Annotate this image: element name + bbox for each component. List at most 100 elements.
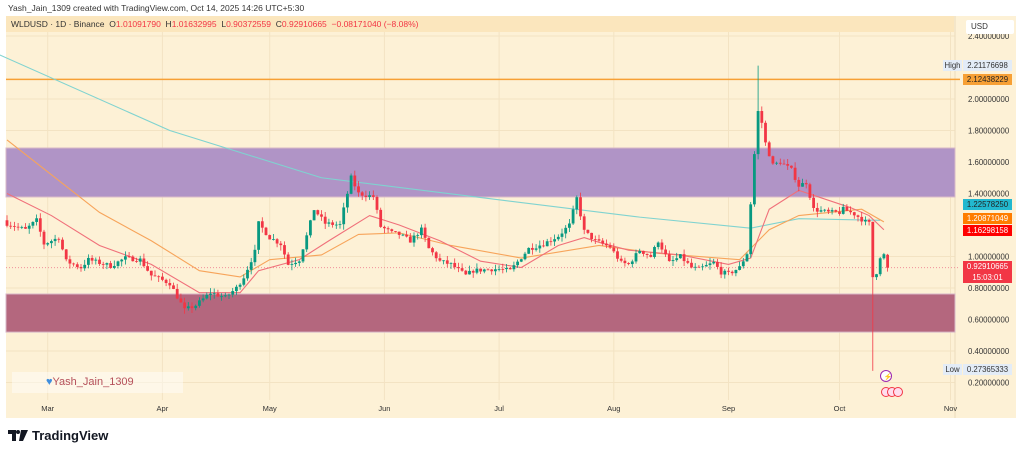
candle-body	[815, 207, 819, 212]
candle-body	[479, 268, 482, 272]
candle-body	[701, 266, 704, 268]
event-icons[interactable]: ⚡	[880, 370, 903, 397]
candle-body	[105, 263, 109, 265]
candle-body	[608, 245, 612, 248]
candle-body	[871, 221, 875, 278]
candle-body	[579, 197, 582, 217]
price-tick-label: 1.80000000	[968, 127, 1010, 136]
candle-body	[272, 239, 275, 241]
candle-body	[423, 227, 427, 238]
candle-body	[275, 239, 279, 244]
candle-body	[849, 210, 852, 213]
currency-selector[interactable]: USD	[966, 20, 1014, 34]
candle-body	[394, 231, 397, 232]
candle-body	[808, 184, 812, 198]
candle-body	[616, 251, 619, 259]
candle-body	[338, 224, 342, 226]
candle-body	[804, 183, 808, 185]
candle-body	[512, 265, 516, 270]
candle-body	[27, 225, 31, 229]
price-tick-label: 0.40000000	[968, 347, 1010, 356]
candle-body	[852, 212, 856, 216]
legend-bar: WLDUSD · 1D · Binance O1.01091790 H1.016…	[6, 16, 954, 32]
candle-body	[841, 206, 845, 214]
candle-body	[401, 234, 405, 236]
candle-body	[494, 269, 497, 272]
candle-body	[482, 269, 486, 272]
candle-body	[778, 162, 782, 164]
price-axis[interactable]: 2.40000000 2.00000000 1.80000000 1.60000000…	[968, 32, 1010, 388]
candle-body	[20, 226, 24, 228]
candle-body	[723, 270, 727, 275]
candle-body	[449, 262, 453, 264]
candle-body	[320, 214, 323, 217]
candle-body	[634, 253, 638, 262]
candle-body	[268, 235, 272, 240]
candle-body	[527, 247, 531, 254]
candle-body	[35, 218, 38, 222]
candle-body	[534, 248, 538, 250]
candle-body	[327, 222, 331, 224]
candle-body	[734, 269, 738, 274]
candle-body	[790, 165, 793, 168]
candle-body	[764, 122, 767, 143]
candle-body	[334, 224, 338, 226]
candle-body	[749, 204, 753, 255]
candle-body	[542, 245, 545, 247]
candle-body	[346, 193, 349, 208]
candle-body	[697, 266, 701, 268]
high-label: High	[943, 60, 962, 71]
candle-body	[101, 263, 105, 265]
candle-body	[601, 240, 605, 244]
candle-body	[238, 284, 242, 287]
candle-body	[57, 238, 61, 240]
candle-body	[383, 226, 386, 229]
candle-body	[753, 154, 756, 205]
price-tick-label: 0.20000000	[968, 379, 1010, 388]
lightning-icon[interactable]	[880, 370, 892, 382]
tradingview-logo[interactable]: TradingView	[8, 428, 108, 443]
candle-body	[64, 249, 68, 260]
candle-body	[127, 256, 131, 258]
time-tick-label: May	[262, 404, 277, 413]
candle-body	[371, 195, 375, 197]
symbol[interactable]: WLDUSD · 1D · Binance	[11, 19, 105, 29]
candle-body	[83, 264, 87, 269]
candle-body	[812, 197, 815, 208]
candle-body	[556, 236, 560, 240]
candle-body	[664, 249, 667, 255]
candle-body	[486, 269, 490, 271]
candle-body	[305, 235, 309, 250]
open-label: O	[109, 19, 116, 29]
candle-body	[190, 306, 194, 309]
candle-body	[497, 269, 501, 270]
candle-body	[223, 295, 227, 297]
candle-body	[442, 260, 445, 262]
candle-body	[138, 258, 142, 262]
flag-icon[interactable]	[893, 387, 903, 397]
supply-zone[interactable]	[5, 147, 956, 198]
candle-body	[886, 254, 889, 268]
candle-body	[87, 257, 90, 265]
candle-body	[294, 262, 297, 265]
ma200-line	[0, 54, 881, 229]
author-watermark: ♥Yash_Jain_1309	[12, 372, 183, 393]
ma20-badge: 1.16298158	[963, 225, 1012, 236]
candle-body	[9, 225, 13, 227]
candle-body	[878, 258, 882, 275]
demand-zone[interactable]	[5, 293, 956, 333]
high-value: 2.21176698	[963, 60, 1012, 71]
candle-body	[68, 259, 72, 264]
candle-body	[453, 262, 457, 268]
candle-body	[312, 210, 316, 221]
ma20-line	[6, 189, 885, 294]
price-tick-label: 2.40000000	[968, 32, 1010, 41]
candle-body	[571, 209, 575, 224]
candle-body	[61, 239, 64, 250]
candle-body	[386, 228, 390, 230]
candle-body	[175, 288, 179, 299]
candle-body	[716, 261, 719, 267]
candle-body	[242, 278, 246, 285]
candle-body	[793, 167, 797, 180]
